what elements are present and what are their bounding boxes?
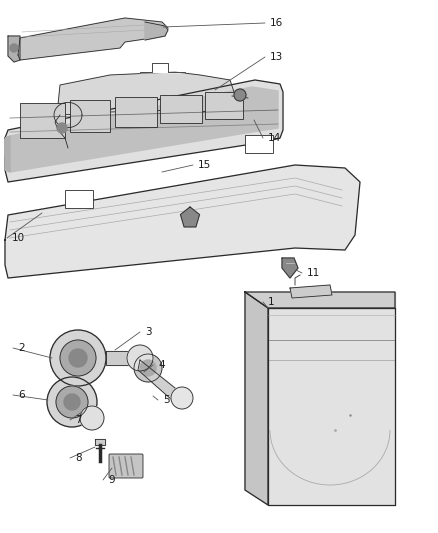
Circle shape [60, 340, 96, 376]
Text: 6: 6 [18, 390, 25, 400]
Bar [245, 135, 273, 153]
Bar [205, 92, 243, 119]
Bar [20, 103, 65, 138]
Text: 14: 14 [268, 133, 281, 143]
Polygon shape [282, 258, 298, 278]
Polygon shape [5, 80, 283, 182]
Bar [65, 190, 93, 208]
Circle shape [140, 360, 156, 376]
Polygon shape [8, 36, 20, 62]
Bar [160, 95, 202, 123]
Text: 11: 11 [307, 268, 320, 278]
Polygon shape [245, 292, 268, 505]
Circle shape [69, 349, 87, 367]
Bar [70, 100, 110, 132]
Text: 16: 16 [270, 18, 283, 28]
Polygon shape [140, 63, 185, 72]
Polygon shape [95, 439, 105, 445]
Polygon shape [5, 165, 360, 278]
Circle shape [234, 89, 246, 101]
Text: 2: 2 [18, 343, 25, 353]
Circle shape [134, 354, 162, 382]
Text: 13: 13 [270, 52, 283, 62]
Text: 15: 15 [198, 160, 211, 170]
Text: 9: 9 [108, 475, 115, 485]
Circle shape [57, 123, 67, 133]
Polygon shape [290, 285, 332, 298]
Polygon shape [18, 18, 168, 60]
Circle shape [56, 386, 88, 418]
Circle shape [171, 387, 193, 409]
Text: 1: 1 [268, 297, 275, 307]
Polygon shape [58, 72, 235, 115]
Text: 3: 3 [145, 327, 152, 337]
Bar [115, 97, 157, 127]
Circle shape [64, 394, 80, 410]
Circle shape [80, 406, 104, 430]
Circle shape [10, 44, 18, 52]
Polygon shape [106, 351, 130, 365]
Polygon shape [5, 87, 278, 172]
Polygon shape [5, 136, 10, 172]
Circle shape [50, 330, 106, 386]
FancyBboxPatch shape [109, 454, 143, 478]
Polygon shape [180, 207, 200, 227]
Circle shape [47, 377, 97, 427]
Text: 10: 10 [12, 233, 25, 243]
Polygon shape [138, 360, 180, 400]
Polygon shape [268, 308, 395, 505]
Text: 8: 8 [75, 453, 81, 463]
Text: 4: 4 [158, 360, 165, 370]
Polygon shape [245, 292, 395, 308]
Circle shape [127, 345, 153, 371]
Text: 5: 5 [163, 395, 170, 405]
Text: 7: 7 [75, 415, 81, 425]
Polygon shape [145, 22, 168, 40]
